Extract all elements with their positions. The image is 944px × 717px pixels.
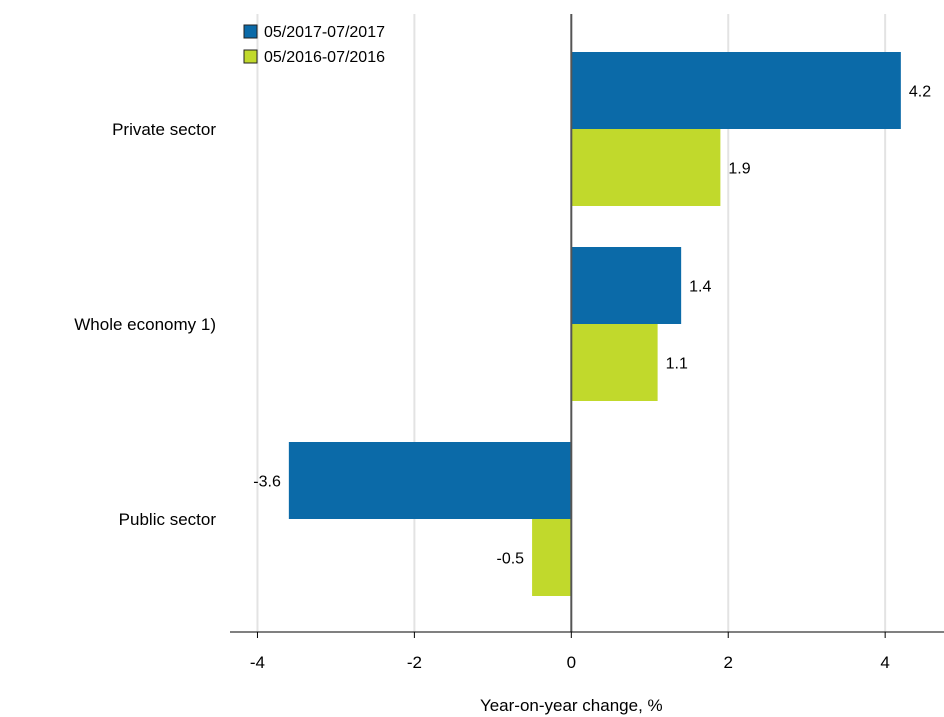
legend: 05/2017-07/2017 05/2016-07/2016 (243, 24, 385, 66)
x-tick-label: -4 (250, 653, 265, 672)
x-axis-ticks: -4 -2 0 2 4 (250, 632, 890, 672)
legend-swatch (243, 49, 258, 64)
legend-label: 05/2017-07/2017 (264, 24, 385, 41)
data-label: 1.4 (689, 279, 711, 296)
data-label: 4.2 (909, 84, 931, 101)
category-label: Public sector (119, 510, 217, 529)
bars (288, 52, 901, 596)
legend-swatch (243, 24, 258, 39)
category-labels: Private sector Whole economy 1) Public sec… (74, 120, 216, 529)
category-label: Private sector (112, 120, 216, 139)
data-label: 1.9 (728, 161, 750, 178)
data-labels: 4.2 1.9 1.4 1.1 -3.6 -0.5 (253, 84, 931, 568)
bar (571, 247, 682, 324)
data-label: 1.1 (666, 356, 688, 373)
data-label: -0.5 (496, 551, 524, 568)
bar (532, 519, 572, 596)
x-tick-label: -2 (407, 653, 422, 672)
bar (571, 129, 721, 206)
x-tick-label: 2 (723, 653, 732, 672)
x-tick-label: 0 (567, 653, 576, 672)
legend-label: 05/2016-07/2016 (264, 49, 385, 66)
bar (571, 52, 901, 129)
x-axis-title: Year-on-year change, % (480, 696, 663, 715)
category-label: Whole economy 1) (74, 315, 216, 334)
bar (571, 324, 658, 401)
x-tick-label: 4 (880, 653, 889, 672)
bar (288, 442, 572, 519)
data-label: -3.6 (253, 474, 281, 491)
